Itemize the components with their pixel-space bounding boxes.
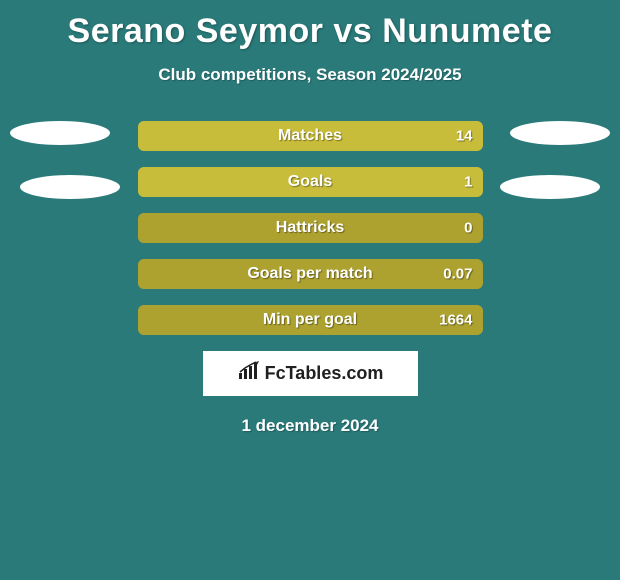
stat-bar: Goals 1: [138, 167, 483, 197]
stat-bar: Matches 14: [138, 121, 483, 151]
stat-bars: Matches 14 Goals 1 Hattricks 0 Goals per match…: [138, 121, 483, 335]
bar-value-right: 1: [464, 174, 472, 191]
stat-bar: Goals per match 0.07: [138, 259, 483, 289]
bar-label: Min per goal: [263, 311, 357, 329]
snapshot-date: 1 december 2024: [0, 416, 620, 436]
player-right-avatar-1: [510, 121, 610, 145]
stat-bar: Hattricks 0: [138, 213, 483, 243]
comparison-content: Matches 14 Goals 1 Hattricks 0 Goals per match…: [0, 121, 620, 436]
bar-value-right: 0.07: [443, 266, 472, 283]
player-left-avatar-1: [10, 121, 110, 145]
player-right-avatar-2: [500, 175, 600, 199]
stat-bar: Min per goal 1664: [138, 305, 483, 335]
page-subtitle: Club competitions, Season 2024/2025: [0, 65, 620, 85]
player-left-avatar-2: [20, 175, 120, 199]
page-title: Serano Seymor vs Nunumete: [0, 0, 620, 51]
bar-label: Goals: [288, 173, 332, 191]
bar-label: Goals per match: [247, 265, 372, 283]
bar-label: Matches: [278, 127, 342, 145]
fctables-logo[interactable]: FcTables.com: [203, 351, 418, 396]
bar-value-right: 14: [456, 128, 473, 145]
chart-icon: [237, 361, 261, 386]
logo-text: FcTables.com: [265, 363, 384, 384]
bar-value-right: 0: [464, 220, 472, 237]
bar-label: Hattricks: [276, 219, 344, 237]
bar-value-right: 1664: [439, 312, 472, 329]
